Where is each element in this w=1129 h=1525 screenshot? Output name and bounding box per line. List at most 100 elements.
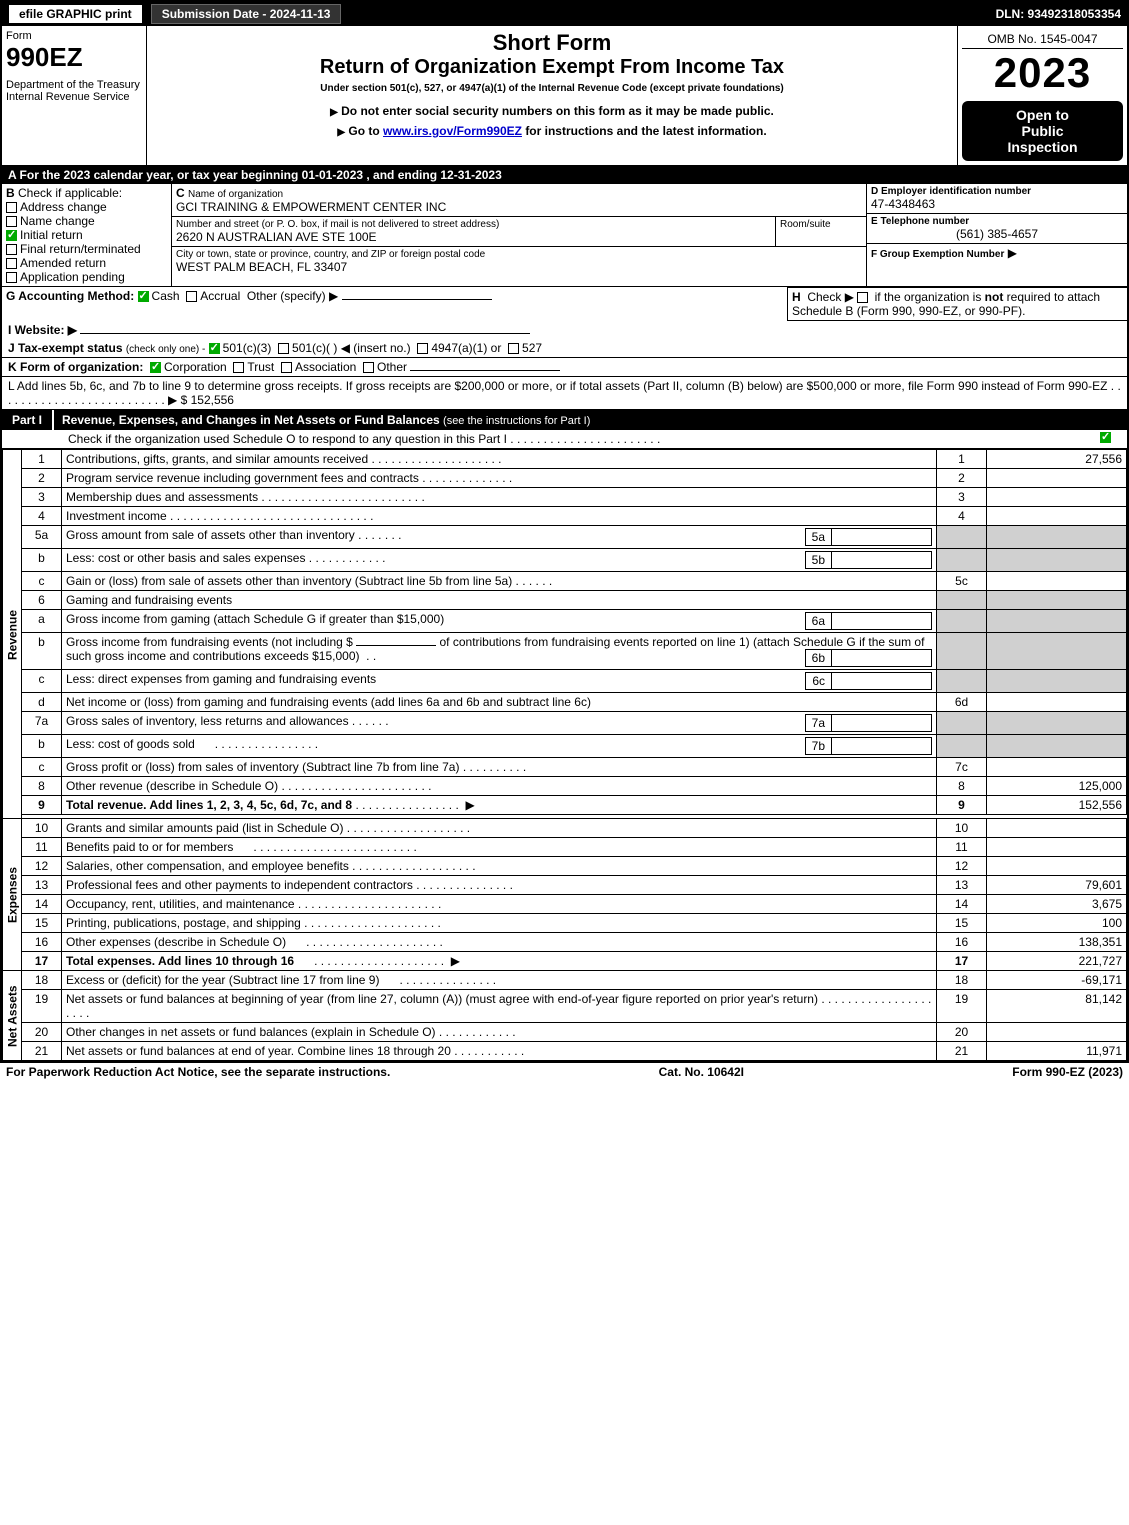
- line-no: 19: [22, 990, 62, 1023]
- checkbox-501c[interactable]: [278, 343, 289, 354]
- line-no: 1: [22, 450, 62, 469]
- section-j: J Tax-exempt status (check only one) - 5…: [2, 339, 1127, 358]
- line-desc: Less: cost or other basis and sales expe…: [62, 549, 937, 572]
- part-1-check-note-row: Check if the organization used Schedule …: [2, 430, 1127, 449]
- checkbox-trust[interactable]: [233, 362, 244, 373]
- checkbox-final-return[interactable]: [6, 244, 17, 255]
- subline-amount[interactable]: [832, 552, 932, 569]
- ein-value: 47-4348463: [871, 197, 1123, 211]
- subline-amount[interactable]: [832, 715, 932, 732]
- f-arrow: ▶: [1008, 246, 1017, 260]
- website-input[interactable]: [80, 333, 530, 334]
- line-desc: Contributions, gifts, grants, and simila…: [62, 450, 937, 469]
- page-footer: For Paperwork Reduction Act Notice, see …: [0, 1063, 1129, 1081]
- subline-amount[interactable]: [832, 613, 932, 630]
- line-boxno: 18: [937, 971, 987, 990]
- open-line2: Public: [970, 123, 1115, 139]
- checkbox-association[interactable]: [281, 362, 292, 373]
- form-container: efile GRAPHIC print Submission Date - 20…: [0, 0, 1129, 1063]
- efile-print-button[interactable]: efile GRAPHIC print: [8, 4, 143, 24]
- goto-prefix: Go to: [348, 124, 383, 138]
- section-l: L Add lines 5b, 6c, and 7b to line 9 to …: [2, 377, 1127, 410]
- irs-link[interactable]: www.irs.gov/Form990EZ: [383, 124, 522, 138]
- line-amount: 79,601: [987, 876, 1127, 895]
- line-desc: Benefits paid to or for members . . . . …: [62, 838, 937, 857]
- line-desc: Less: cost of goods sold . . . . . . . .…: [62, 735, 937, 758]
- line-no: 7a: [22, 712, 62, 735]
- k-other-input[interactable]: [410, 370, 560, 371]
- dept-treasury: Department of the Treasury: [6, 79, 142, 91]
- line-desc: Salaries, other compensation, and employ…: [62, 857, 937, 876]
- topbar: efile GRAPHIC print Submission Date - 20…: [2, 2, 1127, 26]
- line-desc: Less: direct expenses from gaming and fu…: [62, 670, 937, 693]
- revenue-vlabel: Revenue: [3, 450, 22, 819]
- section-gh-row: G Accounting Method: Cash Accrual Other …: [2, 287, 1127, 321]
- subline-amount[interactable]: [832, 529, 932, 546]
- checkbox-amended-return[interactable]: [6, 258, 17, 269]
- city-lbl: City or town, state or province, country…: [176, 249, 862, 260]
- line-desc: Other revenue (describe in Schedule O) .…: [62, 777, 937, 796]
- subline-box: 5a: [805, 529, 831, 546]
- street-lbl: Number and street (or P. O. box, if mail…: [176, 219, 771, 230]
- subline-box: 6c: [806, 673, 832, 690]
- line-boxno: 2: [937, 469, 987, 488]
- contrib-amount-input[interactable]: [356, 645, 436, 646]
- checkbox-other-org[interactable]: [363, 362, 374, 373]
- checkbox-corporation[interactable]: [150, 362, 161, 373]
- checkbox-schedule-o-used[interactable]: [1100, 432, 1111, 443]
- j-501c: 501(c)( ): [292, 341, 337, 355]
- line-desc: Net assets or fund balances at beginning…: [62, 990, 937, 1023]
- checkbox-accrual[interactable]: [186, 291, 197, 302]
- line-amount-shaded: [987, 633, 1127, 670]
- checkbox-schedule-b-not-required[interactable]: [857, 292, 868, 303]
- g-label: G Accounting Method:: [6, 289, 134, 303]
- checkbox-application-pending[interactable]: [6, 272, 17, 283]
- line-boxno: 5c: [937, 572, 987, 591]
- checkbox-address-change[interactable]: [6, 202, 17, 213]
- checkbox-initial-return[interactable]: [6, 230, 17, 241]
- line-boxno: 20: [937, 1023, 987, 1042]
- line-no: b: [22, 735, 62, 758]
- line-amount: [987, 758, 1127, 777]
- checkbox-501c3[interactable]: [209, 343, 220, 354]
- checkbox-527[interactable]: [508, 343, 519, 354]
- section-h: H Check ▶ if the organization is not req…: [787, 287, 1127, 321]
- open-line3: Inspection: [970, 139, 1115, 155]
- line-amount: 27,556: [987, 450, 1127, 469]
- line-amount-shaded: [987, 591, 1127, 610]
- c-name-lbl: Name of organization: [188, 189, 283, 200]
- subline-amount[interactable]: [832, 673, 932, 690]
- line-boxno: 4: [937, 507, 987, 526]
- subline-amount[interactable]: [832, 738, 932, 755]
- line-no: 12: [22, 857, 62, 876]
- checkbox-cash[interactable]: [138, 291, 149, 302]
- line-boxno: 8: [937, 777, 987, 796]
- netassets-vlabel: Net Assets: [3, 971, 22, 1061]
- subline-amount[interactable]: [832, 650, 932, 667]
- g-other-input[interactable]: [342, 299, 492, 300]
- line-amount: 3,675: [987, 895, 1127, 914]
- room-suite-lbl: Room/suite: [776, 217, 866, 246]
- k-trust: Trust: [247, 360, 274, 374]
- checkbox-4947a1[interactable]: [417, 343, 428, 354]
- line-boxno: 14: [937, 895, 987, 914]
- line-desc: Excess or (deficit) for the year (Subtra…: [62, 971, 937, 990]
- line-boxno: 9: [937, 796, 987, 815]
- line-amount: [987, 693, 1127, 712]
- k-other: Other: [377, 360, 407, 374]
- subline-box: 6a: [805, 613, 831, 630]
- form-word: Form: [6, 30, 142, 42]
- checkbox-name-change[interactable]: [6, 216, 17, 227]
- tax-year: 2023: [962, 49, 1123, 97]
- section-a-bar: A For the 2023 calendar year, or tax yea…: [2, 166, 1127, 184]
- open-line1: Open to: [970, 107, 1115, 123]
- line-no: c: [22, 670, 62, 693]
- g-other: Other (specify) ▶: [247, 289, 338, 303]
- j-insert: ◀ (insert no.): [341, 341, 411, 355]
- form-id-block: Form 990EZ Department of the Treasury In…: [2, 26, 147, 165]
- line-desc: Net assets or fund balances at end of ye…: [62, 1042, 937, 1061]
- c-label: C: [176, 186, 185, 200]
- e-label: E Telephone number: [871, 216, 1123, 227]
- section-def: D Employer identification number 47-4348…: [867, 184, 1127, 286]
- line-amount: [987, 1023, 1127, 1042]
